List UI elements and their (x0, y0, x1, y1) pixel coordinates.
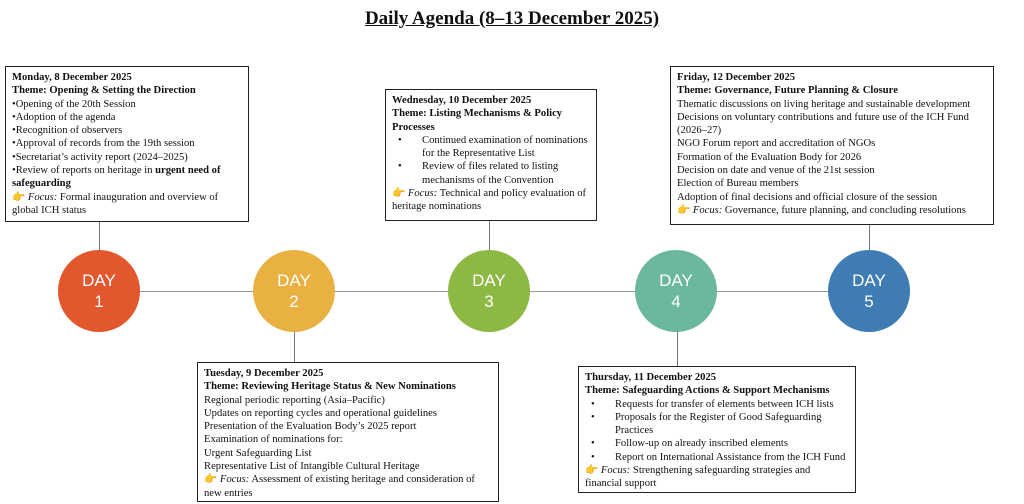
pointing-hand-icon: 👉 (585, 465, 599, 477)
agenda-item: •Review of reports on heritage in urgent… (12, 164, 242, 191)
day-number: 5 (864, 292, 874, 311)
page-title: Daily Agenda (8–13 December 2025) (364, 8, 660, 29)
focus-label: Focus: (600, 465, 631, 477)
agenda-item-bold: urgent need of safeguarding (12, 165, 221, 190)
pointing-hand-icon: 👉 (204, 474, 218, 486)
agenda-item: Representative List of Intangible Cultur… (204, 461, 420, 473)
agenda-item: Thematic discussions on living heritage … (677, 98, 971, 110)
focus-note: 👉 Focus: Technical and policy evaluation… (392, 187, 590, 214)
day-number: 3 (484, 292, 494, 311)
pointing-hand-icon: 👉 (677, 204, 691, 216)
agenda-item: Decisions on voluntary contributions and… (677, 111, 969, 137)
focus-text: Formal inauguration and overview of glob… (12, 191, 219, 216)
agenda-item: •Adoption of the agenda (12, 111, 116, 123)
agenda-item: Regional periodic reporting (Asia–Pacifi… (204, 394, 385, 406)
focus-text: Technical and policy evaluation of herit… (392, 188, 587, 213)
day-number: 2 (289, 292, 299, 311)
thursday-agenda-box: Thursday, 11 December 2025 Theme: Safegu… (578, 366, 856, 493)
day-label: DAY (277, 271, 311, 290)
box-date: Tuesday, 9 December 2025 (204, 368, 324, 379)
focus-text: Assessment of existing heritage and cons… (204, 474, 475, 499)
agenda-item: Report on International Assistance from … (585, 451, 849, 465)
day-5-circle: DAY 5 (828, 250, 910, 332)
box-date: Thursday, 11 December 2025 (585, 372, 717, 383)
day-4-circle: DAY 4 (635, 250, 717, 332)
agenda-item: Decision on date and venue of the 21st s… (677, 165, 875, 177)
agenda-item: •Opening of the 20th Session (12, 98, 136, 110)
focus-text: Governance, future planning, and conclud… (722, 204, 966, 216)
monday-agenda-box: Monday, 8 December 2025 Theme: Opening &… (5, 66, 249, 222)
tuesday-agenda-box: Tuesday, 9 December 2025 Theme: Reviewin… (197, 362, 499, 502)
pointing-hand-icon: 👉 (392, 188, 406, 200)
focus-label: Focus: (407, 188, 438, 200)
box-theme: Theme: Governance, Future Planning & Clo… (677, 85, 898, 97)
day-label: DAY (82, 271, 116, 290)
focus-label: Focus: (219, 474, 250, 486)
box-theme: Theme: Opening & Setting the Direction (12, 85, 196, 97)
agenda-item: Follow-up on already inscribed elements (585, 437, 849, 451)
agenda-item: Formation of the Evaluation Body for 202… (677, 151, 862, 163)
day-3-circle: DAY 3 (448, 250, 530, 332)
day-1-circle: DAY 1 (58, 250, 140, 332)
agenda-item: NGO Forum report and accreditation of NG… (677, 138, 876, 150)
connector-day1 (99, 221, 100, 251)
box-date: Wednesday, 10 December 2025 (392, 95, 532, 106)
agenda-item: •Recognition of observers (12, 125, 123, 137)
agenda-item: Adoption of final decisions and official… (677, 191, 938, 203)
focus-text: Strengthening safeguarding strategies an… (585, 465, 811, 490)
friday-agenda-box: Friday, 12 December 2025 Theme: Governan… (670, 66, 994, 225)
box-theme: Theme: Reviewing Heritage Status & New N… (204, 381, 456, 393)
day-number: 4 (671, 292, 681, 311)
day-label: DAY (472, 271, 506, 290)
wednesday-agenda-box: Wednesday, 10 December 2025 Theme: Listi… (385, 89, 597, 221)
connector-day2 (294, 331, 295, 362)
box-theme: Theme: Safeguarding Actions & Support Me… (585, 385, 830, 397)
agenda-item: Examination of nominations for: (204, 434, 343, 446)
focus-note: 👉 Focus: Strengthening safeguarding stra… (585, 464, 849, 491)
agenda-item: Updates on reporting cycles and operatio… (204, 407, 437, 419)
box-date: Monday, 8 December 2025 (12, 72, 132, 83)
agenda-item: Presentation of the Evaluation Body’s 20… (204, 421, 417, 433)
day-number: 1 (94, 292, 104, 311)
agenda-item: Continued examination of nominations for… (392, 134, 590, 161)
agenda-item: •Approval of records from the 19th sessi… (12, 138, 195, 150)
focus-note: 👉 Focus: Assessment of existing heritage… (204, 473, 492, 500)
connector-day3 (489, 220, 490, 251)
focus-label: Focus: (27, 191, 58, 203)
agenda-item: Proposals for the Register of Good Safeg… (585, 411, 849, 438)
day-label: DAY (659, 271, 693, 290)
agenda-item-text: •Review of reports on heritage in (12, 165, 156, 177)
agenda-item: Election of Bureau members (677, 178, 799, 190)
day-label: DAY (852, 271, 886, 290)
connector-day4 (677, 331, 678, 366)
agenda-item: Urgent Safeguarding List (204, 447, 312, 459)
agenda-item: •Secretariat’s activity report (2024–202… (12, 151, 188, 163)
focus-label: Focus: (692, 204, 723, 216)
box-date: Friday, 12 December 2025 (677, 72, 796, 83)
connector-day5 (869, 224, 870, 251)
focus-note: 👉 Focus: Formal inauguration and overvie… (12, 191, 242, 218)
agenda-item: Review of files related to listing mecha… (392, 160, 590, 187)
box-theme: Theme: Listing Mechanisms & Policy Proce… (392, 108, 563, 133)
pointing-hand-icon: 👉 (12, 191, 26, 203)
day-2-circle: DAY 2 (253, 250, 335, 332)
agenda-item: Requests for transfer of elements betwee… (585, 398, 849, 412)
focus-note: 👉 Focus: Governance, future planning, an… (677, 204, 987, 217)
